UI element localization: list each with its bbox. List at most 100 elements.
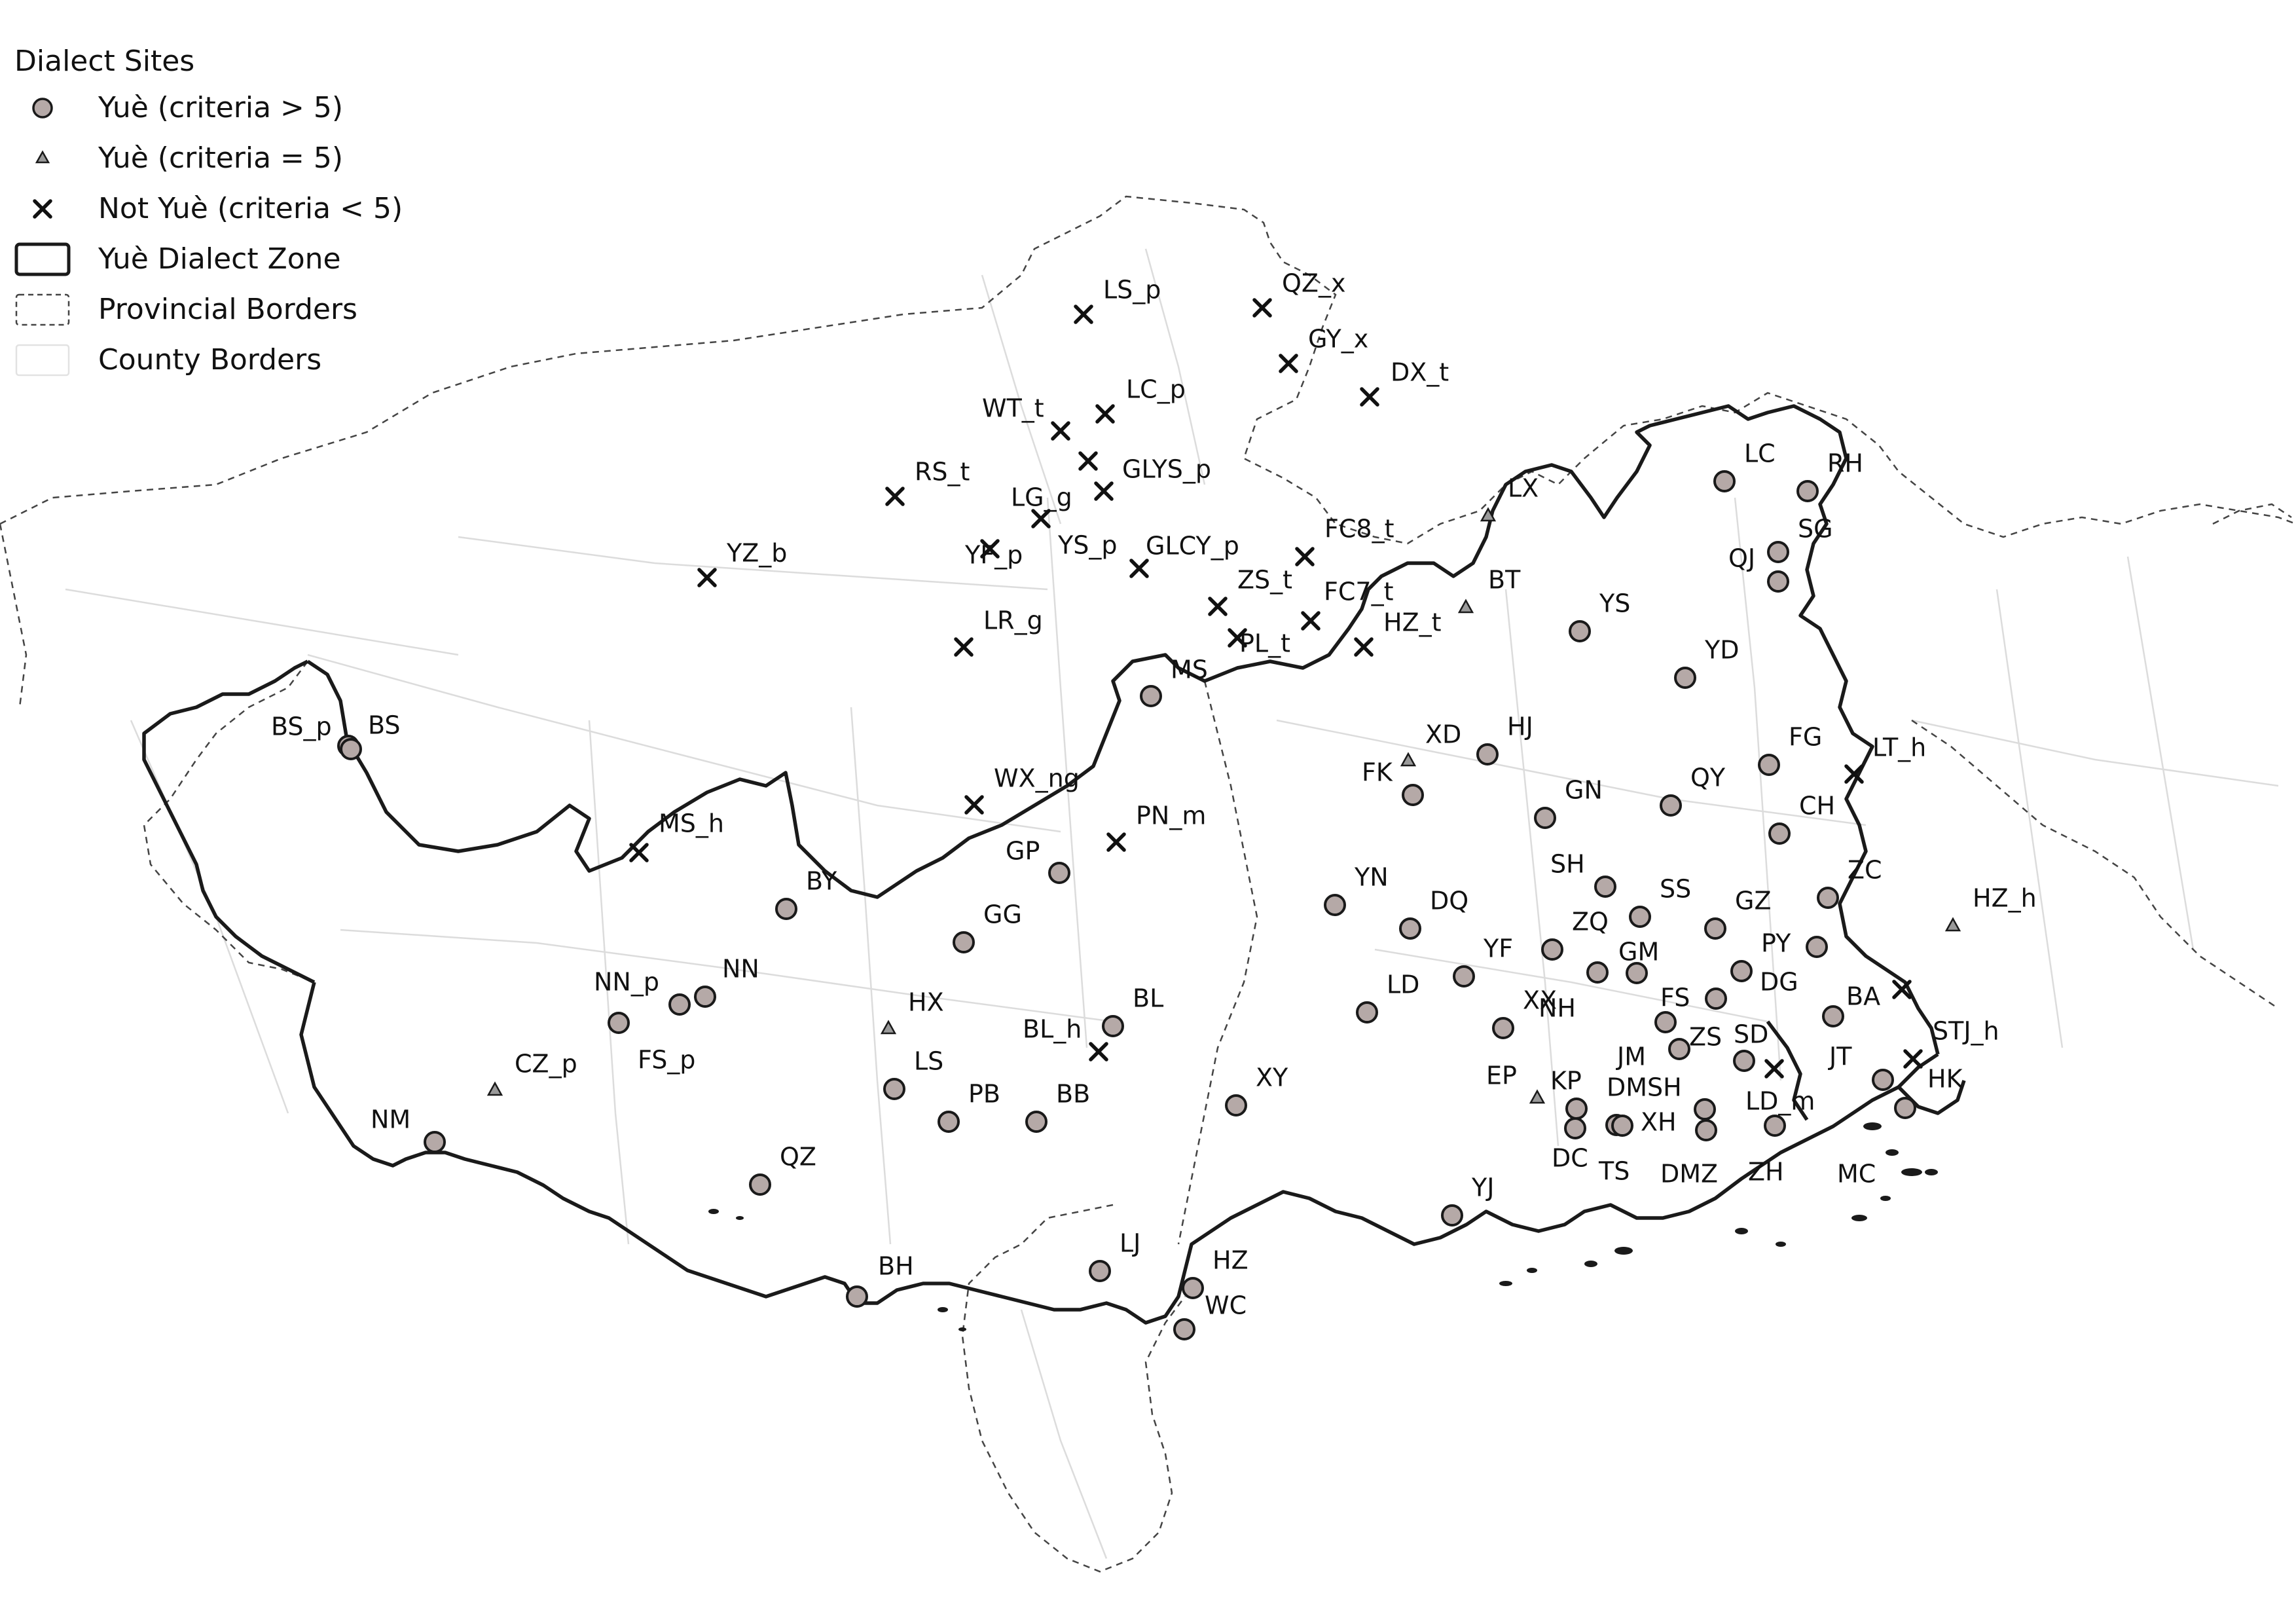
site-marker-yue-gt5 xyxy=(1629,906,1651,928)
site-label: SD xyxy=(1734,1020,1768,1049)
triangle-marker-icon xyxy=(14,139,71,178)
site-label: XY xyxy=(1256,1063,1288,1092)
site-label: LJ xyxy=(1120,1229,1140,1258)
dialect-sites xyxy=(337,298,1961,1340)
site-marker-yue-gt5 xyxy=(1660,794,1682,817)
site-marker-yue-gt5 xyxy=(1767,570,1789,593)
site-marker-not-yue xyxy=(980,539,1000,559)
site-label: BS_p xyxy=(271,712,332,741)
site-marker-yue-gt5 xyxy=(668,993,691,1016)
site-label: DMSH xyxy=(1607,1073,1682,1102)
legend-label: County Borders xyxy=(98,343,322,377)
legend-item-zone: Yuè Dialect Zone xyxy=(14,234,403,284)
site-marker-yue-gt5 xyxy=(1654,1011,1677,1033)
site-marker-yue-gt5 xyxy=(1102,1015,1124,1037)
site-label: MC xyxy=(1837,1160,1876,1189)
site-marker-not-yue xyxy=(954,637,974,657)
site-marker-not-yue xyxy=(1095,404,1115,424)
site-marker-yue-gt5 xyxy=(1541,938,1563,961)
site-marker-yue-gt5 xyxy=(1089,1260,1111,1282)
site-label: LG_g xyxy=(1011,483,1072,512)
site-marker-yue-gt5 xyxy=(1399,917,1421,940)
site-label: BS xyxy=(368,711,401,740)
site-label: BB xyxy=(1056,1080,1090,1109)
site-marker-yue-gt5 xyxy=(1025,1111,1048,1133)
site-label: QY xyxy=(1690,764,1726,792)
site-label: DX_t xyxy=(1391,358,1449,387)
site-marker-yue-gt5 xyxy=(1402,784,1424,806)
site-labels: LS_p QZ_x GY_x DX_t LC_p WT_t GLYS_p RS_t LG_g YS… xyxy=(271,269,2037,1320)
site-label: BL xyxy=(1133,984,1163,1013)
legend-label: Not Yuè (criteria < 5) xyxy=(98,192,403,225)
site-marker-yue-gt5 xyxy=(1764,1115,1786,1137)
site-label: GM xyxy=(1618,938,1659,967)
site-marker-yue-gt5 xyxy=(1626,962,1648,984)
site-label: ZH xyxy=(1748,1158,1784,1187)
zone-swatch-icon xyxy=(14,240,71,279)
site-marker-not-yue xyxy=(1129,559,1149,578)
site-marker-not-yue xyxy=(1295,547,1315,566)
province-swatch-icon xyxy=(14,290,71,329)
site-marker-not-yue xyxy=(1279,354,1298,373)
legend-item-province: Provincial Borders xyxy=(14,284,403,335)
site-label: HZ_h xyxy=(1973,884,2037,913)
site-label: QZ xyxy=(780,1143,816,1172)
site-label: GZ xyxy=(1735,887,1771,915)
site-label: JM xyxy=(1616,1043,1646,1071)
site-label: FS_p xyxy=(638,1046,695,1075)
site-label: BA xyxy=(1846,982,1880,1011)
site-marker-yue-gt5 xyxy=(938,1111,960,1133)
site-label: HJ xyxy=(1507,712,1533,741)
site-label: ZS_t xyxy=(1237,566,1292,595)
site-marker-yue-gt5 xyxy=(608,1012,630,1034)
site-label: ZQ xyxy=(1572,908,1609,936)
site-marker-not-yue xyxy=(1892,980,1912,999)
site-label: HZ xyxy=(1212,1246,1248,1275)
site-marker-yue-gt5 xyxy=(1674,667,1696,689)
site-marker-yue-eq5 xyxy=(1457,599,1474,614)
site-marker-not-yue xyxy=(1301,611,1321,631)
site-label: LS_p xyxy=(1103,276,1161,304)
site-marker-yue-gt5 xyxy=(1140,685,1162,707)
site-marker-yue-gt5 xyxy=(1173,1318,1195,1340)
legend-item-not-yue: Not Yuè (criteria < 5) xyxy=(14,183,403,234)
site-label: PY xyxy=(1761,929,1791,958)
site-marker-yue-gt5 xyxy=(1225,1094,1247,1116)
site-marker-yue-gt5 xyxy=(1822,1005,1844,1027)
site-label: BT xyxy=(1488,566,1521,595)
site-marker-yue-gt5 xyxy=(749,1173,771,1196)
site-label: WC xyxy=(1205,1291,1247,1320)
site-label: YZ_b xyxy=(726,539,787,568)
site-label: DG xyxy=(1760,968,1798,997)
site-label: TS xyxy=(1598,1157,1630,1186)
site-label: NH xyxy=(1539,994,1576,1023)
site-marker-not-yue xyxy=(1089,1042,1108,1061)
site-label: GN xyxy=(1565,776,1603,805)
site-label: EP xyxy=(1486,1061,1517,1090)
site-label: YJ xyxy=(1471,1173,1494,1202)
legend-label: Provincial Borders xyxy=(98,293,357,326)
site-label: CZ_p xyxy=(515,1050,577,1079)
site-marker-yue-gt5 xyxy=(1356,1001,1378,1024)
site-marker-not-yue xyxy=(1252,298,1272,318)
site-label: BL_h xyxy=(1023,1015,1082,1044)
yue-dialect-zone-border xyxy=(142,404,1966,1325)
legend-item-yue-gt5: Yuè (criteria > 5) xyxy=(14,83,403,133)
site-label: NN_p xyxy=(594,968,659,997)
site-label: NN xyxy=(722,955,759,984)
circle-marker-icon xyxy=(14,88,71,128)
legend-label: Yuè (criteria > 5) xyxy=(98,91,344,124)
site-marker-yue-gt5 xyxy=(694,986,716,1008)
site-label: DMZ xyxy=(1660,1160,1718,1189)
site-marker-yue-gt5 xyxy=(1594,876,1616,898)
site-marker-yue-gt5 xyxy=(1705,987,1727,1010)
site-marker-yue-gt5 xyxy=(1733,1050,1755,1072)
site-label: HZ_t xyxy=(1383,608,1442,637)
site-label: YF xyxy=(1483,934,1513,963)
site-label: WT_t xyxy=(982,394,1044,423)
site-label: KP xyxy=(1550,1067,1582,1096)
site-label: LD_m xyxy=(1745,1087,1815,1116)
site-marker-yue-gt5 xyxy=(1767,541,1789,563)
legend-label: Yuè (criteria = 5) xyxy=(98,141,344,175)
